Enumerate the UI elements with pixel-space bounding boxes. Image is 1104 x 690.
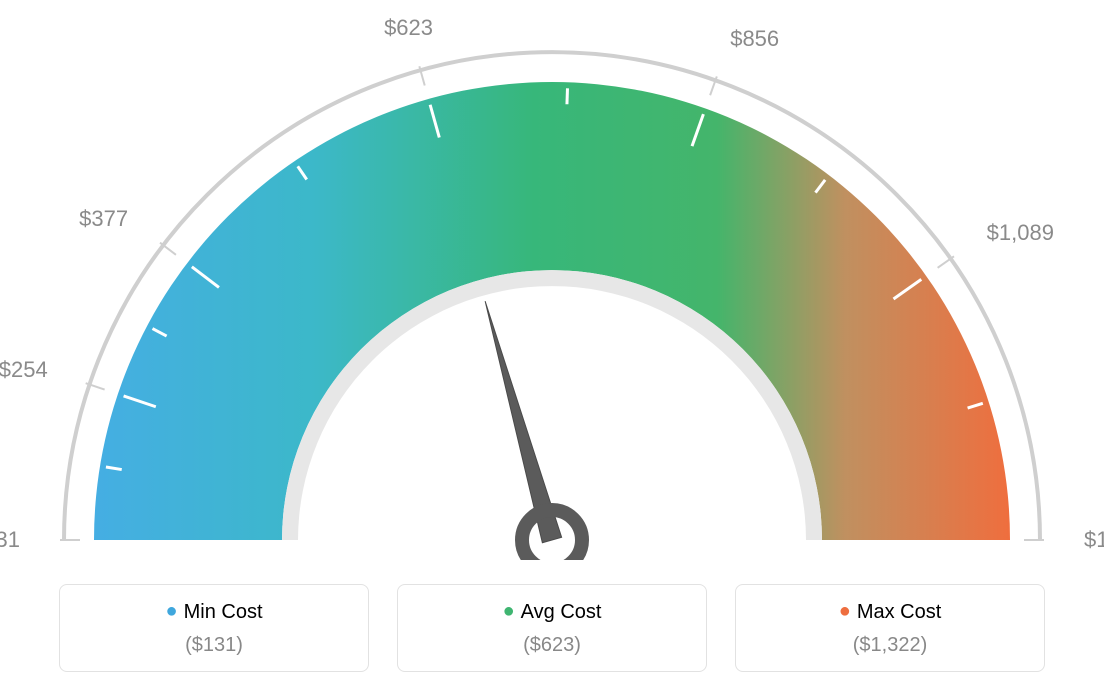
legend-value-avg: ($623) <box>398 634 706 657</box>
legend-card-max: ● Max Cost ($1,322) <box>735 584 1045 672</box>
legend-dot-min: ● <box>166 600 178 622</box>
gauge-tick-label: $254 <box>0 357 48 383</box>
legend-value-max: ($1,322) <box>736 634 1044 657</box>
gauge-tick-label: $1,322 <box>1084 527 1104 553</box>
legend-dot-max: ● <box>839 600 851 622</box>
gauge-area: $131 $254 $377 $623 $856 $1,089 $1,322 <box>0 0 1104 560</box>
gauge-colored-arc <box>94 82 1010 540</box>
gauge-tick-label: $131 <box>0 527 20 553</box>
gauge-minor-tick <box>567 88 568 104</box>
legend-label-min: Min Cost <box>184 601 263 623</box>
legend-title-min: ● Min Cost <box>60 601 368 624</box>
legend-card-avg: ● Avg Cost ($623) <box>397 584 707 672</box>
legend-label-max: Max Cost <box>857 601 941 623</box>
legend-title-max: ● Max Cost <box>736 601 1044 624</box>
legend-card-min: ● Min Cost ($131) <box>59 584 369 672</box>
gauge-tick-label: $856 <box>730 26 779 52</box>
legend-value-min: ($131) <box>60 634 368 657</box>
gauge-tick-label: $377 <box>79 206 128 232</box>
legend-dot-avg: ● <box>503 600 515 622</box>
chart-container: $131 $254 $377 $623 $856 $1,089 $1,322 ● Min Co… <box>0 0 1104 690</box>
gauge-tick-label: $1,089 <box>987 220 1054 246</box>
legend-label-avg: Avg Cost <box>521 601 602 623</box>
legend-title-avg: ● Avg Cost <box>398 601 706 624</box>
gauge-tick-label: $623 <box>384 15 433 41</box>
legend-row: ● Min Cost ($131) ● Avg Cost ($623) ● Max C… <box>0 584 1104 672</box>
gauge-svg <box>0 0 1104 560</box>
